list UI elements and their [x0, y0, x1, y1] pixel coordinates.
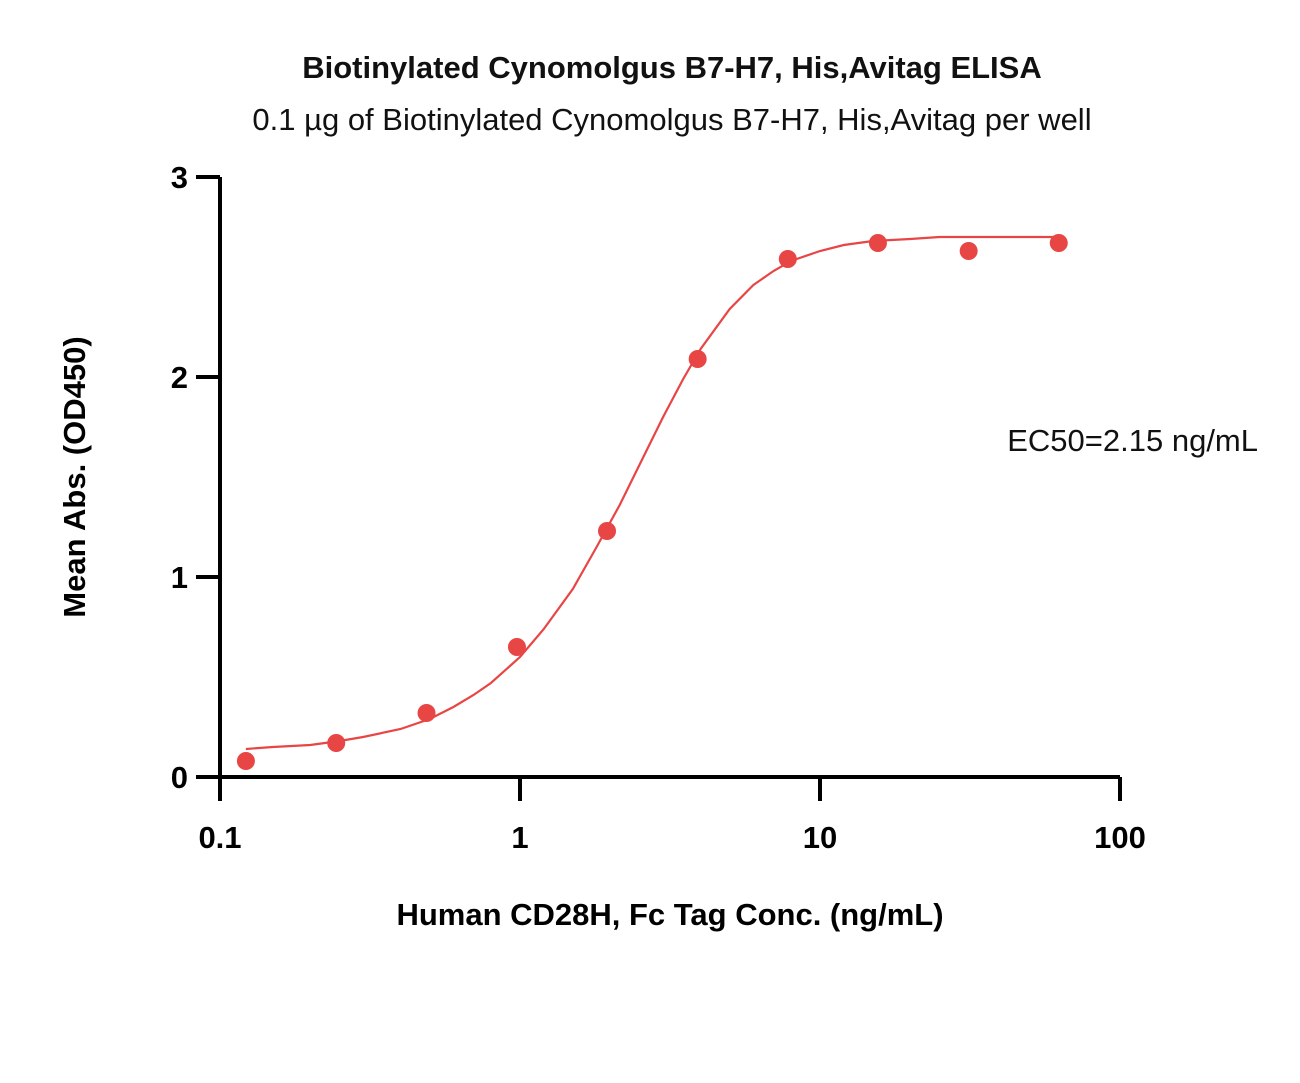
data-point — [598, 522, 617, 540]
data-points — [236, 234, 1068, 770]
x-tick-label: 0.1 — [198, 820, 241, 855]
data-point — [959, 242, 978, 260]
data-point — [236, 752, 255, 770]
data-point — [507, 638, 526, 656]
y-tick-label: 2 — [171, 360, 188, 395]
x-tick-label: 100 — [1094, 820, 1146, 855]
data-point — [327, 734, 346, 752]
data-point — [868, 234, 887, 252]
y-tick-label: 3 — [171, 160, 188, 195]
data-point — [778, 250, 797, 268]
data-point — [417, 704, 436, 722]
x-axis-label: Human CD28H, Fc Tag Conc. (ng/mL) — [396, 897, 943, 932]
x-tick-label: 10 — [803, 820, 837, 855]
y-axis: 0 1 2 3 — [171, 160, 222, 795]
ec50-annotation: EC50=2.15 ng/mL — [1007, 423, 1258, 458]
y-axis-label: Mean Abs. (OD450) — [57, 336, 92, 617]
chart-subtitle: 0.1 µg of Biotinylated Cynomolgus B7-H7,… — [252, 102, 1091, 137]
x-tick-label: 1 — [511, 820, 528, 855]
data-point — [688, 350, 707, 368]
y-tick-label: 0 — [171, 760, 188, 795]
y-tick-label: 1 — [171, 560, 188, 595]
data-point — [1049, 234, 1068, 252]
chart-title: Biotinylated Cynomolgus B7-H7, His,Avita… — [302, 50, 1042, 85]
x-axis: 0.1 1 10 100 — [198, 775, 1146, 855]
fit-curve — [245, 235, 1059, 751]
